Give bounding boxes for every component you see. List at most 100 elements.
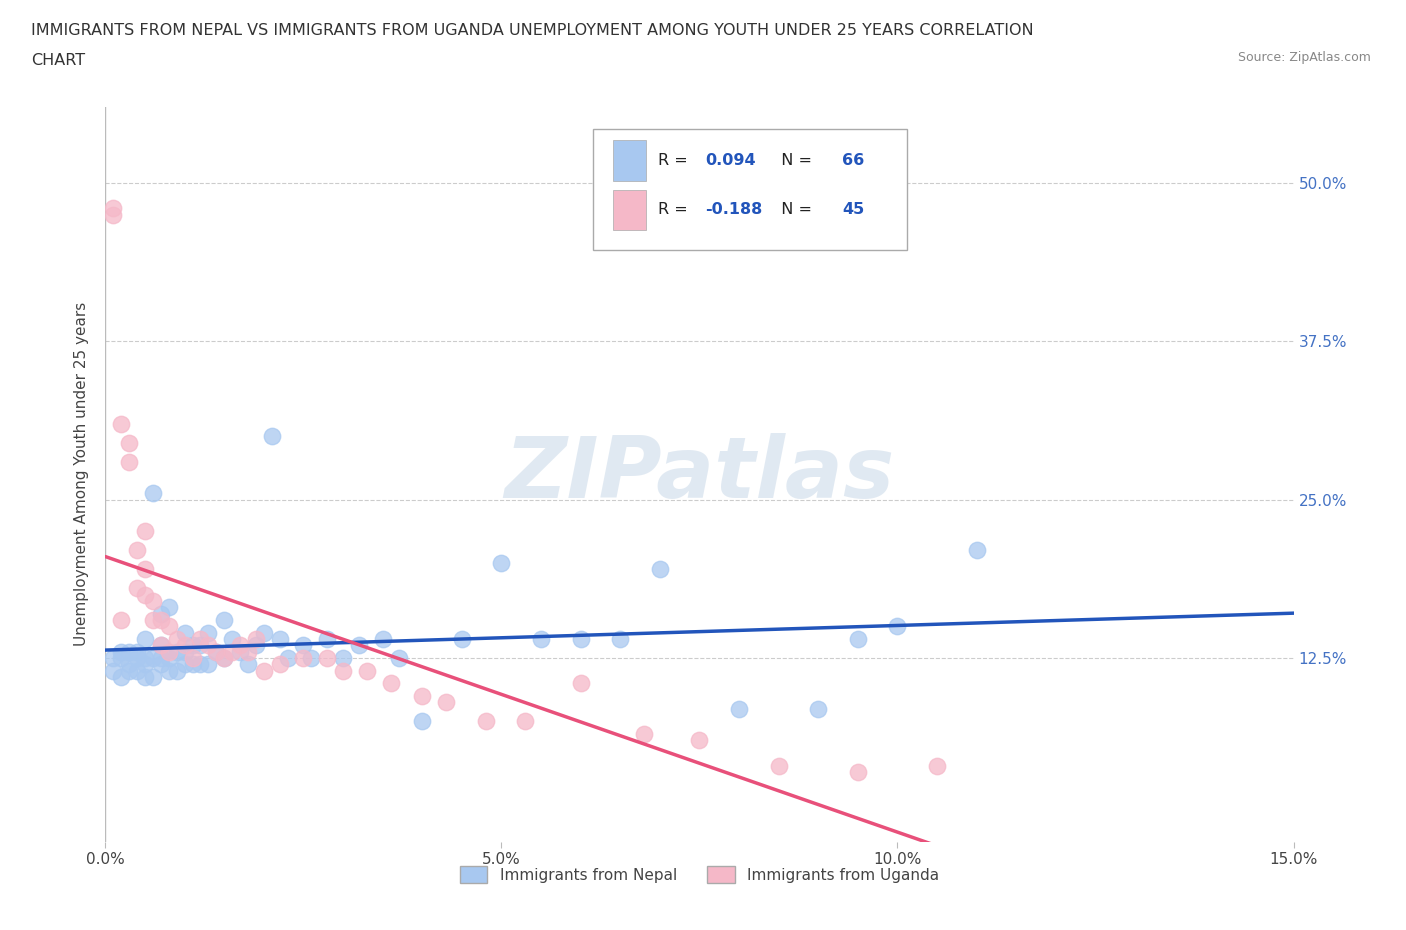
Point [411,688,433,703]
Point [149,638,172,653]
Point [157,644,180,659]
Point [149,657,172,671]
Point [229,638,252,653]
Point [166,663,188,678]
Point [149,651,172,666]
Text: N =: N = [770,203,817,218]
Point [157,618,180,633]
Point [142,593,165,608]
Point [197,625,219,640]
Bar [613,190,645,230]
Point [474,714,496,729]
Point [245,631,267,646]
Point [277,651,299,666]
Text: R =: R = [658,153,693,168]
Point [118,644,141,659]
Point [434,695,457,710]
Point [127,644,149,659]
Point [648,562,671,577]
Point [173,644,195,659]
Point [886,618,908,633]
Point [253,663,276,678]
Point [609,631,631,646]
Legend: Immigrants from Nepal, Immigrants from Uganda: Immigrants from Nepal, Immigrants from U… [454,860,945,889]
Point [190,631,212,646]
Point [190,657,212,671]
Point [127,543,149,558]
Point [181,651,204,666]
Point [214,651,236,666]
Point [380,676,402,691]
Point [134,631,156,646]
Point [149,613,172,628]
Point [768,758,790,773]
Text: R =: R = [658,203,693,218]
Point [103,207,125,222]
Point [515,714,537,729]
Point [332,663,354,678]
Point [110,644,132,659]
Text: 66: 66 [842,153,865,168]
Point [569,631,592,646]
Point [411,714,433,729]
Point [221,631,243,646]
Text: IMMIGRANTS FROM NEPAL VS IMMIGRANTS FROM UGANDA UNEMPLOYMENT AMONG YOUTH UNDER 2: IMMIGRANTS FROM NEPAL VS IMMIGRANTS FROM… [31,23,1033,38]
Point [236,644,259,659]
Text: N =: N = [770,153,817,168]
Point [371,631,394,646]
Point [149,638,172,653]
Point [190,638,212,653]
Point [846,764,869,779]
Point [110,417,132,432]
Point [142,670,165,684]
Point [181,638,204,653]
Point [205,644,228,659]
Point [173,657,195,671]
Point [157,600,180,615]
Text: Source: ZipAtlas.com: Source: ZipAtlas.com [1237,51,1371,64]
Point [633,726,655,741]
Point [689,733,711,748]
Point [221,644,243,659]
Point [205,644,228,659]
Point [229,644,252,659]
Point [356,663,378,678]
Point [134,587,156,602]
Point [846,631,869,646]
Point [118,657,141,671]
Point [127,651,149,666]
Point [103,201,125,216]
Point [103,651,125,666]
Point [134,651,156,666]
Point [491,555,513,570]
FancyBboxPatch shape [592,129,907,250]
Text: -0.188: -0.188 [706,203,762,218]
Point [569,676,592,691]
Point [728,701,751,716]
Point [118,454,141,469]
Point [134,562,156,577]
Text: CHART: CHART [31,53,84,68]
Text: 0.094: 0.094 [706,153,756,168]
Point [110,651,132,666]
Point [157,663,180,678]
Point [269,631,291,646]
Point [149,606,172,621]
Point [142,613,165,628]
Point [166,631,188,646]
Point [173,625,195,640]
Point [142,485,165,500]
Point [166,644,188,659]
Point [127,581,149,596]
Point [292,638,315,653]
Point [214,613,236,628]
Point [110,613,132,628]
Point [110,670,132,684]
Point [197,657,219,671]
Point [269,657,291,671]
Point [134,670,156,684]
Point [197,638,219,653]
Point [332,651,354,666]
Point [925,758,948,773]
Point [316,631,339,646]
